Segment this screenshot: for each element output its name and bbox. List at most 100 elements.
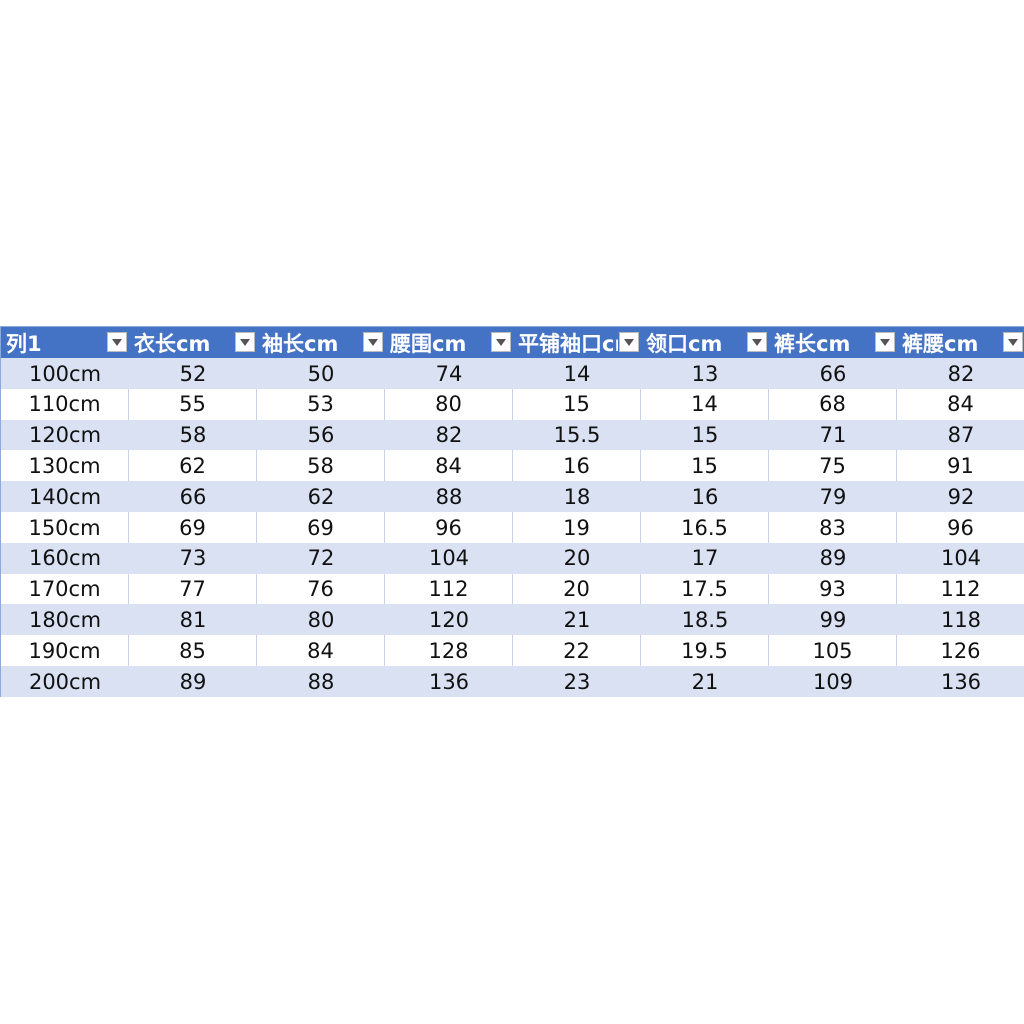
table-cell: 15 [641,419,769,451]
table-cell: 23 [513,666,641,698]
table-cell: 62 [257,481,385,513]
table-cell: 15.5 [513,419,641,451]
header-text: 袖长cm [262,331,339,356]
table-cell: 84 [897,388,1024,421]
table-cell: 110cm [1,388,129,421]
table-cell: 16 [513,450,641,482]
table-cell: 118 [897,604,1024,636]
header-text: 平铺袖口cm [518,331,618,356]
table-cell: 190cm [1,635,129,667]
table-cell: 128 [385,635,513,667]
table-cell: 68 [769,388,897,421]
table-cell: 96 [897,512,1024,544]
table-cell: 112 [385,573,513,605]
table-cell: 82 [385,419,513,451]
table-cell: 84 [385,450,513,482]
table-cell: 53 [257,388,385,421]
table-cell: 77 [129,573,257,605]
filter-button[interactable] [107,332,127,352]
header-text: 裤腰cm [902,331,979,356]
filter-button[interactable] [491,332,511,352]
table-cell: 74 [385,358,513,390]
table-cell: 104 [897,542,1024,575]
table-cell: 13 [641,358,769,390]
header-text: 列1 [6,331,42,356]
table-cell: 20 [513,573,641,605]
table-cell: 82 [897,358,1024,390]
table-cell: 58 [129,419,257,451]
table-cell: 100cm [1,358,129,390]
table-cell: 80 [385,388,513,421]
table-cell: 83 [769,512,897,544]
table-cell: 17 [641,542,769,575]
table-cell: 72 [257,542,385,575]
filter-button[interactable] [619,332,639,352]
table-cell: 96 [385,512,513,544]
table-cell: 66 [769,358,897,390]
table-cell: 88 [257,666,385,698]
table-cell: 56 [257,419,385,451]
table-cell: 120cm [1,419,129,451]
table-cell: 120 [385,604,513,636]
table-cell: 73 [129,542,257,575]
table-cell: 136 [385,666,513,698]
table-cell: 130cm [1,450,129,482]
table-cell: 126 [897,635,1024,667]
header-text: 腰围cm [390,331,467,356]
table-cell: 85 [129,635,257,667]
table-cell: 58 [257,450,385,482]
table-cell: 19.5 [641,635,769,667]
table-cell: 99 [769,604,897,636]
header-text: 领口cm [646,331,723,356]
header-text: 衣长cm [134,331,211,356]
table-cell: 140cm [1,481,129,513]
table-cell: 170cm [1,573,129,605]
table-cell: 180cm [1,604,129,636]
table-cell: 17.5 [641,573,769,605]
table-cell: 150cm [1,512,129,544]
table-cell: 66 [129,481,257,513]
header-text: 裤长cm [774,331,851,356]
table-cell: 15 [513,388,641,421]
header-cell: 袖长cm [257,327,385,358]
table-cell: 84 [257,635,385,667]
table-cell: 15 [641,450,769,482]
header-cell: 裤腰cm [897,327,1024,358]
table-cell: 91 [897,450,1024,482]
table-cell: 88 [385,481,513,513]
table-cell: 55 [129,388,257,421]
table-cell: 19 [513,512,641,544]
table-cell: 104 [385,542,513,575]
table-cell: 76 [257,573,385,605]
table-cell: 20 [513,542,641,575]
table-cell: 62 [129,450,257,482]
table-cell: 79 [769,481,897,513]
table: 列1衣长cm袖长cm腰围cm平铺袖口cm领口cm裤长cm裤腰cm100cm525… [0,326,1024,698]
table-cell: 71 [769,419,897,451]
table-cell: 18.5 [641,604,769,636]
table-cell: 14 [641,388,769,421]
table-cell: 105 [769,635,897,667]
filter-button[interactable] [363,332,383,352]
filter-button[interactable] [1003,332,1023,352]
header-cell: 裤长cm [769,327,897,358]
table-cell: 89 [769,542,897,575]
table-cell: 69 [257,512,385,544]
table-cell: 80 [257,604,385,636]
table-cell: 75 [769,450,897,482]
table-cell: 18 [513,481,641,513]
table-cell: 160cm [1,542,129,575]
table-cell: 93 [769,573,897,605]
table-cell: 87 [897,419,1024,451]
table-cell: 22 [513,635,641,667]
filter-button[interactable] [235,332,255,352]
table-cell: 50 [257,358,385,390]
filter-button[interactable] [747,332,767,352]
table-cell: 21 [513,604,641,636]
table-cell: 52 [129,358,257,390]
table-cell: 81 [129,604,257,636]
filter-button[interactable] [875,332,895,352]
table-cell: 92 [897,481,1024,513]
table-cell: 69 [129,512,257,544]
